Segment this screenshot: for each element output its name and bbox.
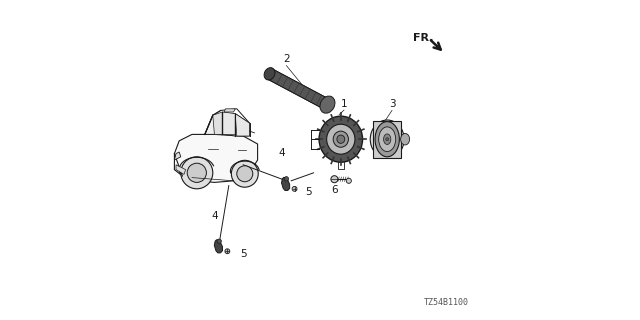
Polygon shape xyxy=(205,114,250,136)
Ellipse shape xyxy=(180,157,212,189)
Polygon shape xyxy=(174,134,258,182)
Ellipse shape xyxy=(337,135,345,143)
Polygon shape xyxy=(212,112,223,134)
Text: 4: 4 xyxy=(211,211,218,221)
Text: 4: 4 xyxy=(278,148,285,158)
Text: TZ54B1100: TZ54B1100 xyxy=(424,298,469,307)
Polygon shape xyxy=(266,68,333,111)
Circle shape xyxy=(346,178,351,183)
Ellipse shape xyxy=(319,116,362,162)
Ellipse shape xyxy=(383,134,391,145)
Text: 5: 5 xyxy=(306,187,312,197)
Text: 3: 3 xyxy=(388,99,396,109)
Polygon shape xyxy=(214,240,223,253)
Ellipse shape xyxy=(188,163,206,182)
Ellipse shape xyxy=(370,120,404,158)
Polygon shape xyxy=(236,114,250,136)
Circle shape xyxy=(217,239,221,244)
Polygon shape xyxy=(373,121,401,158)
Text: 1: 1 xyxy=(340,99,348,109)
Circle shape xyxy=(284,177,289,181)
Ellipse shape xyxy=(333,131,348,147)
Polygon shape xyxy=(224,109,236,112)
Circle shape xyxy=(386,138,388,141)
Text: 6: 6 xyxy=(331,185,338,195)
Ellipse shape xyxy=(375,122,399,157)
Polygon shape xyxy=(176,165,186,174)
Text: FR.: FR. xyxy=(413,33,433,44)
Ellipse shape xyxy=(264,68,275,80)
Circle shape xyxy=(292,187,297,191)
Polygon shape xyxy=(174,152,181,160)
Circle shape xyxy=(225,249,230,254)
Ellipse shape xyxy=(326,124,355,154)
Ellipse shape xyxy=(379,127,396,152)
Ellipse shape xyxy=(320,96,335,113)
Polygon shape xyxy=(282,177,290,190)
Text: 2: 2 xyxy=(283,54,290,64)
Text: 5: 5 xyxy=(240,249,246,260)
Ellipse shape xyxy=(401,133,410,145)
Ellipse shape xyxy=(232,160,259,187)
Ellipse shape xyxy=(237,166,253,182)
Circle shape xyxy=(331,176,338,183)
Polygon shape xyxy=(223,112,236,134)
